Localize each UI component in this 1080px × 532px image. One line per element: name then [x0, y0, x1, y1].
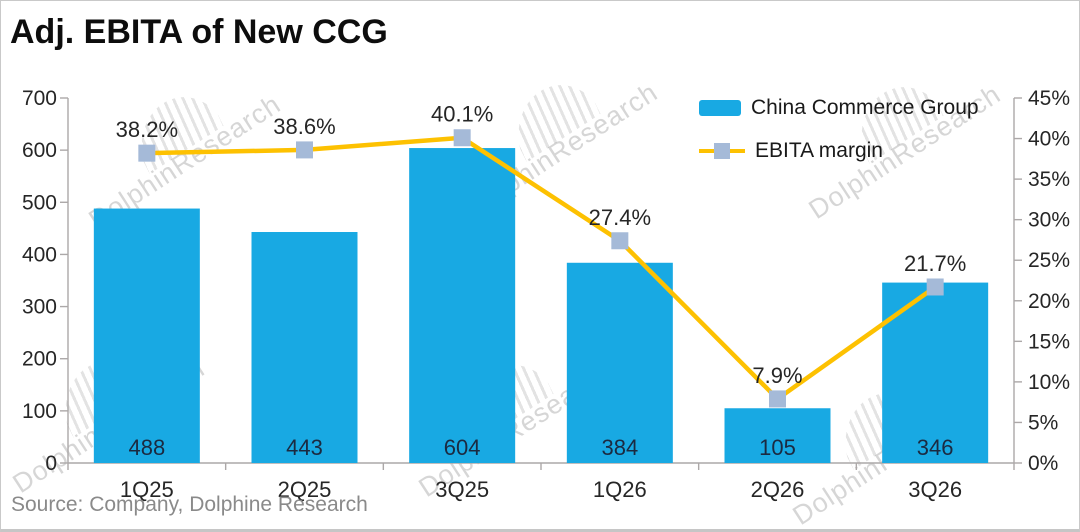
- category-label: 1Q25: [120, 477, 174, 502]
- right-axis-tick-label: 10%: [1028, 371, 1070, 394]
- margin-data-label: 40.1%: [431, 102, 493, 127]
- legend-item-china-commerce-group: China Commerce Group: [699, 95, 979, 121]
- ebita-margin-line: [144, 135, 938, 402]
- bar-value-label: 105: [759, 435, 796, 460]
- left-axis-tick-label: 400: [22, 243, 57, 266]
- right-axis-tick-label: 5%: [1028, 411, 1058, 434]
- right-axis-tick-label: 30%: [1028, 209, 1070, 232]
- bar-2Q25: [251, 232, 358, 463]
- line-marker: [611, 232, 629, 250]
- left-axis-tick-label: 100: [22, 400, 57, 423]
- bar-value-label: 384: [601, 435, 638, 460]
- line-marker: [769, 390, 786, 408]
- category-label: 1Q26: [593, 477, 647, 502]
- bar-2Q26: [724, 408, 831, 463]
- margin-data-label: 38.6%: [273, 114, 335, 139]
- right-axis-tick-label: 25%: [1028, 249, 1070, 272]
- right-axis-tick-label: 35%: [1028, 168, 1070, 191]
- left-axis-tick-label: 0: [45, 452, 57, 475]
- source-line: Source: Company, Dolphine Research: [11, 493, 368, 516]
- right-axis-tick-label: 20%: [1028, 290, 1070, 313]
- category-label: 3Q26: [908, 477, 962, 502]
- bar-value-label: 443: [286, 435, 323, 460]
- line-marker: [138, 144, 156, 162]
- category-label: 2Q25: [278, 477, 332, 502]
- chart-legend: China Commerce Group EBITA margin: [699, 95, 979, 181]
- right-axis-tick-label: 45%: [1028, 87, 1070, 110]
- bar-value-label: 346: [917, 435, 954, 460]
- bar-1Q26: [566, 262, 673, 463]
- left-axis-tick-label: 200: [22, 348, 57, 371]
- left-axis-tick-label: 600: [22, 139, 57, 162]
- line-marker: [296, 141, 313, 159]
- left-axis-tick-label: 700: [22, 87, 57, 110]
- line-marker-swatch-icon: [699, 143, 745, 159]
- bar-swatch-icon: [699, 100, 741, 116]
- bar-3Q25: [409, 148, 516, 464]
- bar-value-label: 488: [128, 435, 165, 460]
- legend-label: EBITA margin: [755, 139, 883, 162]
- legend-item-ebita-margin: EBITA margin: [699, 138, 979, 164]
- category-label: 2Q26: [751, 477, 805, 502]
- margin-data-label: 21.7%: [904, 251, 966, 276]
- margin-data-label: 38.2%: [116, 117, 178, 142]
- right-axis-tick-label: 40%: [1028, 128, 1070, 151]
- margin-data-label: 7.9%: [752, 363, 802, 388]
- left-axis-tick-label: 500: [22, 191, 57, 214]
- margin-data-label: 27.4%: [589, 205, 651, 230]
- bar-value-label: 604: [444, 435, 481, 460]
- bar-1Q25: [93, 208, 200, 463]
- left-axis-tick-label: 300: [22, 296, 57, 319]
- category-label: 3Q25: [435, 477, 489, 502]
- right-axis-tick-label: 15%: [1028, 330, 1070, 353]
- legend-label: China Commerce Group: [751, 96, 979, 119]
- chart-title: Adj. EBITA of New CCG: [10, 13, 388, 51]
- right-axis-tick-label: 0%: [1028, 452, 1058, 475]
- line-marker: [453, 129, 471, 147]
- line-marker: [926, 278, 944, 296]
